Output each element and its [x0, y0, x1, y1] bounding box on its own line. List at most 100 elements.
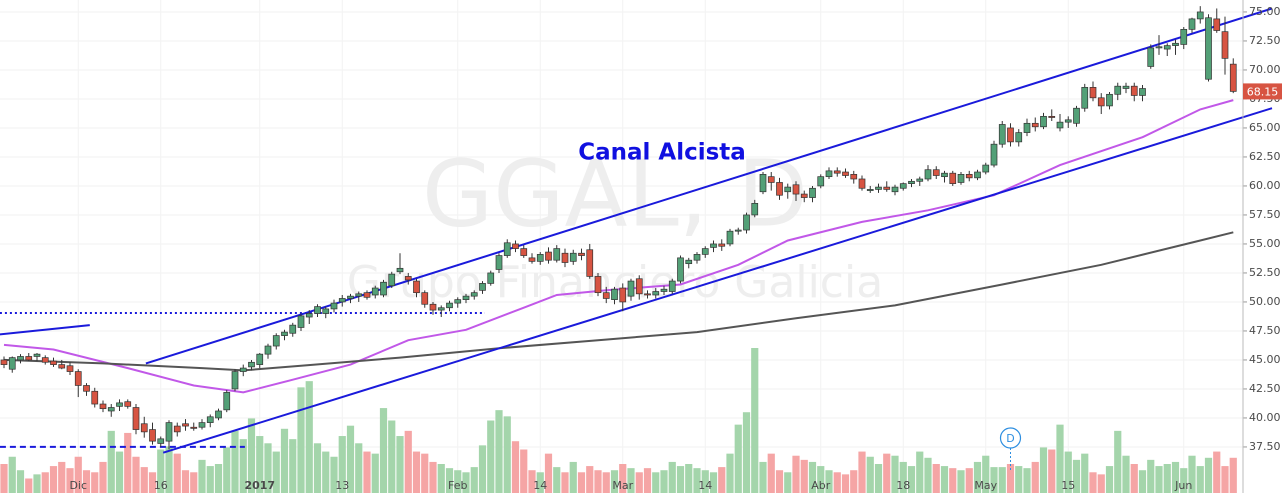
volume-bar	[33, 474, 41, 493]
y-tick-label: 45.00	[1249, 353, 1281, 366]
candle-body	[858, 178, 866, 189]
volume-bar	[709, 472, 718, 493]
candle-body	[0, 359, 8, 365]
candle-body	[355, 293, 363, 297]
candle-body	[1031, 122, 1039, 128]
candle-body	[454, 299, 462, 304]
volume-bar	[437, 464, 445, 493]
volume-bar	[16, 470, 25, 493]
candle-body	[693, 254, 701, 261]
candle-body	[413, 280, 420, 294]
volume-bar	[1072, 459, 1081, 493]
candle-body	[743, 214, 750, 231]
volume-bar	[256, 436, 264, 493]
volume-bar	[99, 461, 107, 493]
candle-body	[470, 292, 478, 297]
volume-bar	[115, 451, 124, 493]
volume-bar	[214, 464, 223, 493]
volume-bar	[462, 472, 470, 493]
volume-bar	[25, 478, 33, 493]
volume-bar	[322, 451, 330, 493]
candle-body	[602, 292, 610, 299]
volume-bar	[454, 470, 462, 493]
x-tick-label: 2017	[244, 479, 275, 492]
volume-bar	[767, 453, 775, 493]
volume-bar	[1006, 464, 1015, 493]
volume-bar	[330, 456, 338, 493]
candle-body	[1048, 115, 1056, 118]
candle-body	[50, 360, 57, 365]
candle-body	[1229, 63, 1237, 92]
volume-bar	[338, 436, 346, 493]
volume-bar	[305, 381, 313, 493]
volume-bar	[223, 447, 231, 493]
volume-bar	[379, 408, 388, 493]
candle-body	[578, 252, 585, 256]
volume-bar	[841, 474, 850, 493]
candle-body	[701, 248, 709, 255]
volume-bar	[660, 470, 668, 493]
volume-bar	[899, 461, 907, 493]
volume-bar	[1122, 455, 1130, 493]
volume-bar	[619, 464, 627, 493]
x-tick-label: Abr	[811, 479, 831, 492]
x-tick-label: Mar	[612, 479, 633, 492]
candle-body	[908, 180, 915, 184]
candle-body	[17, 356, 24, 361]
volume-bar	[520, 449, 528, 493]
candle-body	[1106, 93, 1113, 107]
candle-body	[8, 357, 16, 370]
volume-bar	[264, 443, 272, 493]
candle-body	[25, 356, 33, 361]
volume-bar	[610, 470, 619, 493]
marker-circle	[999, 427, 1022, 449]
candle-body	[677, 257, 684, 282]
volume-bar	[49, 466, 58, 493]
candle-body	[1007, 127, 1014, 143]
volume-bar	[1213, 451, 1221, 493]
volume-bar	[759, 461, 767, 493]
candle-body	[239, 367, 247, 372]
candle-body	[173, 425, 181, 433]
x-tick-label: 14	[698, 479, 712, 492]
volume-bar	[883, 453, 891, 493]
volume-bar	[800, 459, 808, 493]
candle-body	[1221, 31, 1229, 59]
candle-body	[883, 186, 891, 190]
volume-bar	[1196, 466, 1204, 493]
volume-bar	[569, 461, 577, 493]
candle-body	[809, 187, 816, 198]
volume-bar	[693, 468, 701, 493]
y-tick-label: 72.50	[1249, 34, 1281, 47]
candle-body	[1130, 85, 1138, 96]
candle-body	[561, 252, 569, 263]
candle-body	[157, 438, 165, 444]
volume-bar	[1039, 447, 1048, 493]
y-tick-label: 42.50	[1249, 382, 1281, 395]
candle-body	[198, 422, 206, 428]
candle-body	[83, 385, 90, 392]
volume-bar	[371, 453, 379, 493]
y-tick-label: 65.00	[1249, 121, 1281, 134]
candle-body	[594, 276, 602, 294]
volume-bar	[107, 430, 115, 493]
volume-bar	[1138, 470, 1147, 493]
volume-bar	[445, 468, 454, 493]
volume-bar	[990, 467, 998, 493]
volume-bar	[701, 470, 709, 493]
candle-body	[710, 243, 717, 248]
volume-bar	[396, 436, 404, 493]
y-tick-label: 55.00	[1249, 237, 1281, 250]
volume-bar	[965, 468, 973, 493]
candle-body	[1188, 18, 1196, 30]
candle-body	[429, 303, 437, 311]
candle-body	[1180, 28, 1188, 45]
volume-bar	[355, 443, 363, 493]
x-tick-label: 13	[335, 479, 349, 492]
last-price-label: 68.15	[1247, 85, 1279, 98]
candle-body	[726, 230, 734, 245]
candle-body	[404, 276, 412, 281]
volume-bar	[1171, 461, 1180, 493]
volume-bar	[412, 451, 421, 493]
